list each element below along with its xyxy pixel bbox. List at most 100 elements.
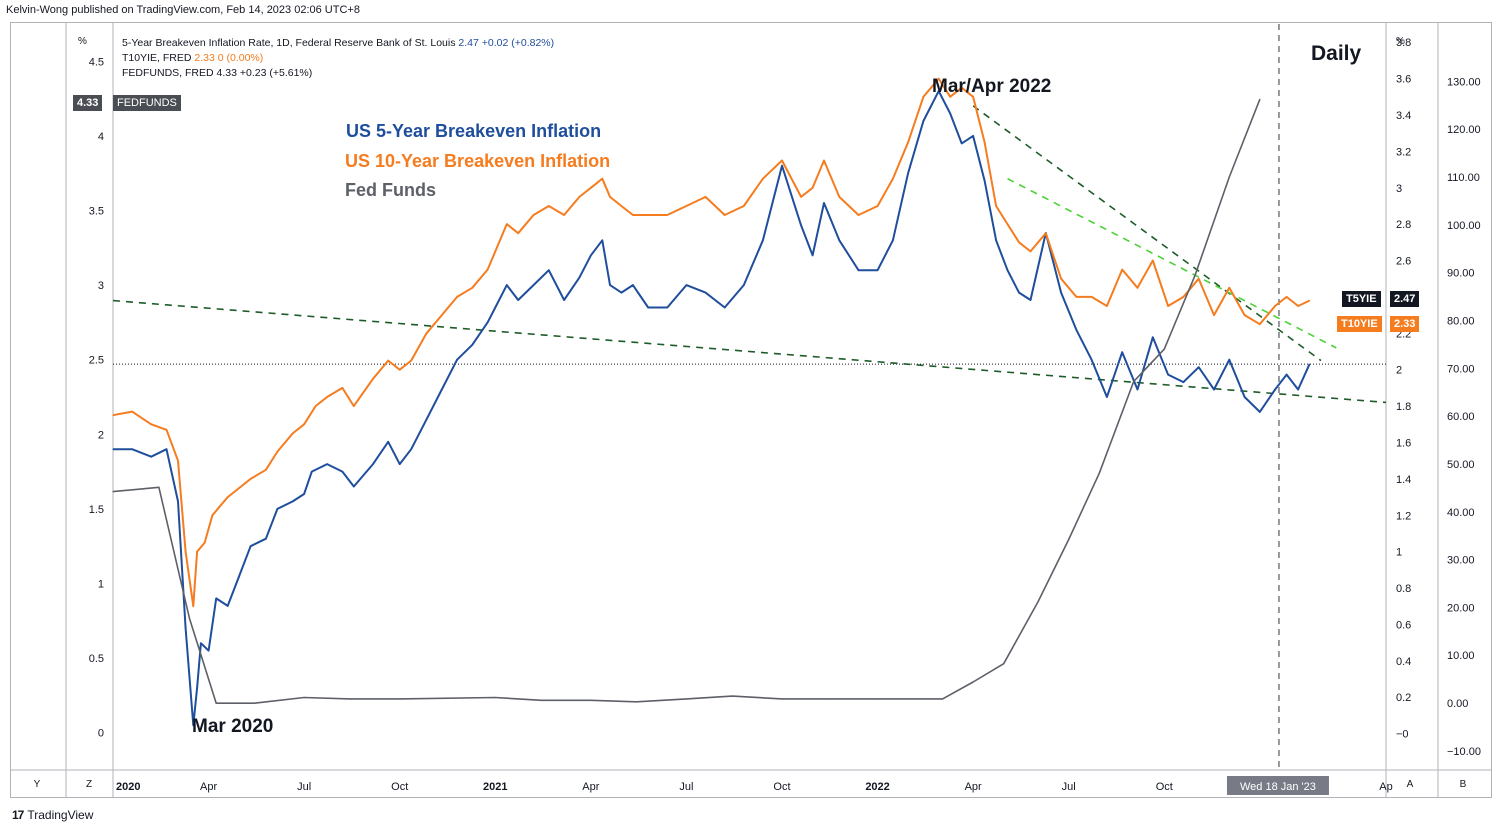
t5yie-name-tag: T5YIE <box>1342 291 1381 307</box>
left-axis-tick: 3.5 <box>89 206 104 218</box>
series-point <box>494 696 496 699</box>
series-point <box>876 205 879 207</box>
series-point <box>196 687 198 689</box>
series-point <box>609 196 611 198</box>
series-point <box>456 359 458 361</box>
series-point <box>250 478 252 480</box>
series-label-fedfunds: Fed Funds <box>345 180 436 200</box>
series-point <box>207 650 210 652</box>
series-point <box>984 141 986 143</box>
series-point <box>907 172 909 174</box>
series-point <box>590 187 592 189</box>
right-axis-tick: 70.00 <box>1447 363 1475 375</box>
right-axis-tick: 120.00 <box>1447 124 1481 136</box>
series-point <box>326 396 328 398</box>
left-axis-tick: 3 <box>98 280 104 292</box>
left-axis-tick: 4.5 <box>89 56 104 68</box>
series-point <box>1274 388 1276 391</box>
series-point <box>196 551 198 553</box>
axis-button-y[interactable]: Y <box>33 779 41 790</box>
right-axis-tick: 80.00 <box>1447 315 1475 327</box>
middle-axis-tick: 1.4 <box>1396 474 1411 486</box>
series-point <box>781 698 783 700</box>
series-point <box>578 277 580 279</box>
right-axis-tick: 40.00 <box>1447 507 1475 519</box>
middle-axis-tick: 3.4 <box>1396 110 1411 122</box>
axis-button-z[interactable]: Z <box>85 779 93 790</box>
series-point <box>177 460 179 462</box>
series-point <box>112 490 114 493</box>
series-point <box>292 500 294 503</box>
crosshair-date-box <box>1226 776 1329 795</box>
axis-button-a[interactable]: A <box>1406 779 1414 790</box>
left-axis-tick: 2.5 <box>89 355 104 367</box>
series-point <box>506 284 508 286</box>
series-point <box>922 96 925 98</box>
time-axis-tick: Jul <box>297 781 311 793</box>
middle-axis-tick: −0 <box>1396 729 1409 741</box>
series-point <box>188 617 191 620</box>
series-point <box>238 487 240 489</box>
middle-axis-tick: 0.2 <box>1396 692 1411 704</box>
series-point <box>827 698 829 700</box>
middle-axis-tick: 3.8 <box>1396 37 1411 49</box>
time-axis-tick: Apr <box>582 781 599 793</box>
series-point <box>425 332 428 334</box>
left-axis-tick: 0 <box>98 728 104 740</box>
middle-axis-tick: 3.6 <box>1396 74 1411 86</box>
series-point <box>238 575 240 577</box>
series-point <box>1228 359 1230 361</box>
series-point <box>1297 305 1299 307</box>
series-point <box>341 471 343 473</box>
series-point <box>811 254 814 256</box>
series-point <box>165 448 168 450</box>
series-point <box>636 701 638 703</box>
series-point <box>456 296 458 298</box>
series-line-t5yie <box>113 90 1311 727</box>
time-axis-tick: Oct <box>773 781 790 793</box>
series-point <box>1308 299 1311 302</box>
series-point <box>1075 296 1077 298</box>
series-point <box>517 299 519 301</box>
trendline-3 <box>1007 177 1337 349</box>
legend-value: 2.33 <box>194 52 215 64</box>
series-point <box>1194 275 1196 277</box>
series-point <box>192 724 194 726</box>
series-point <box>150 456 152 458</box>
right-axis-tick: 60.00 <box>1447 411 1475 423</box>
series-point <box>215 702 217 704</box>
series-point <box>1167 374 1169 376</box>
legend-row-t10yie[interactable]: T10YIE, FRED 2.33 0 (0.00%) <box>122 51 554 66</box>
axis-button-b[interactable]: B <box>1459 779 1467 790</box>
series-point <box>823 202 825 204</box>
series-point <box>292 432 294 434</box>
fedfunds-name-tag: FEDFUNDS <box>113 95 181 111</box>
left-axis-unit: % <box>78 36 87 47</box>
time-axis-tick: Ap <box>1379 781 1392 793</box>
series-point <box>532 214 535 216</box>
series-point <box>211 514 213 516</box>
legend-row-fedfunds[interactable]: FEDFUNDS, FRED 4.33 +0.23 (+5.61%) <box>122 66 554 81</box>
series-point <box>601 178 603 180</box>
series-point <box>1068 538 1070 541</box>
series-point <box>517 232 519 234</box>
tradingview-logo[interactable]: 17 TradingView <box>12 808 93 822</box>
time-axis-tick: Oct <box>1156 781 1173 793</box>
legend-row-t5yie[interactable]: 5-Year Breakeven Inflation Rate, 1D, Fed… <box>122 36 554 51</box>
middle-axis-tick: 1.8 <box>1396 401 1411 413</box>
middle-axis-tick: 3.2 <box>1396 146 1411 158</box>
middle-axis-tick: 1 <box>1396 547 1402 559</box>
fedfunds-value-tag: 4.33 <box>73 95 103 111</box>
series-point <box>372 378 374 380</box>
series-point <box>227 702 229 704</box>
series-point <box>1006 269 1009 271</box>
time-axis-tick: Apr <box>200 781 217 793</box>
series-point <box>938 77 940 80</box>
publisher-line: Kelvin-Wong published on TradingView.com… <box>6 4 360 16</box>
left-axis-tick: 1.5 <box>89 504 104 516</box>
series-point <box>1098 472 1100 474</box>
series-point <box>487 269 489 271</box>
series-point <box>1182 381 1184 383</box>
series-point <box>647 306 649 309</box>
